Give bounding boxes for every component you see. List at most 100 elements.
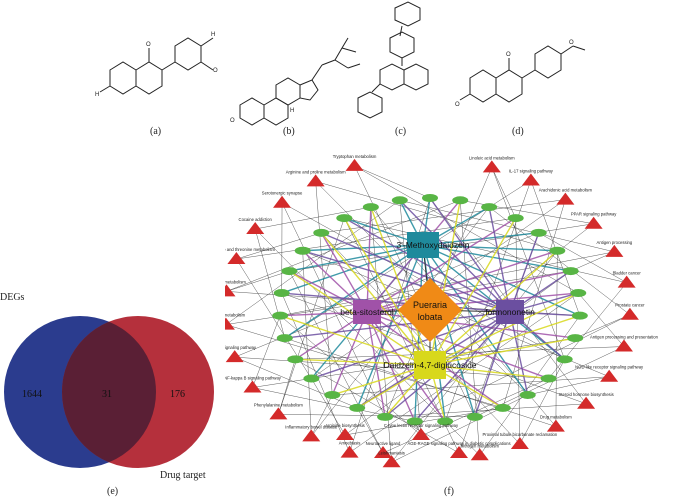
pathway-node <box>556 192 575 205</box>
pathway-gene-edge <box>295 346 624 360</box>
pathway-gene-edge <box>382 378 549 454</box>
gene-node <box>324 390 341 399</box>
pathway-gene-edge <box>281 202 565 360</box>
pathway-gene-edge <box>255 228 446 422</box>
gene-node <box>272 311 289 320</box>
venn-intersection-count: 31 <box>102 389 112 400</box>
compound-gene-edge <box>429 315 581 366</box>
compound-gene-edge <box>302 244 424 252</box>
pathway-node <box>600 369 619 382</box>
compound-gene-edge <box>279 315 431 366</box>
compound-gene-edge <box>366 311 416 422</box>
compound-gene-edge <box>422 244 529 396</box>
pathway-gene-edge <box>527 376 610 396</box>
compound-gene-edge <box>429 200 461 366</box>
pathway-gene-edge <box>281 292 587 404</box>
atom-label: O <box>455 102 460 108</box>
gene-node <box>530 228 547 237</box>
beta-sitosterol-label: beta-sitosterol <box>340 307 393 317</box>
compound-gene-edge <box>509 232 540 313</box>
gene-node <box>466 412 483 421</box>
pathway-gene-edge <box>315 181 558 251</box>
pathway-label: Neuroactive ligand <box>366 441 401 446</box>
pathway-label: Amoebiasis <box>339 441 361 446</box>
gene-node <box>362 203 379 212</box>
pathway-label: C-type lectin receptor signaling pathway <box>384 423 459 428</box>
daidzein-diglucoside-node <box>414 351 446 379</box>
structure-d: O O O <box>455 40 586 108</box>
pathway-gene-edge <box>354 165 431 199</box>
pathway-node <box>340 445 359 458</box>
pathway-label: Proximal tubule bicarbonate reclamation <box>483 432 558 437</box>
structure-b: O H <box>230 37 361 126</box>
pathway-label: NOD-like receptor signaling pathway <box>575 365 644 370</box>
gene-node <box>294 246 311 255</box>
formononetin-label: formononetin <box>485 307 535 317</box>
pathway-label: Phenylalanine metabolism <box>254 402 303 407</box>
pathway-label: Antigen processing <box>597 240 633 245</box>
pathway-gene-edge <box>491 167 516 219</box>
gene-node <box>567 334 584 343</box>
gene-node <box>540 374 557 383</box>
pathway-label: Arachidonic acid metabolism <box>539 188 593 193</box>
pathway-gene-edge <box>445 421 480 456</box>
pathway-label: Linoleic acid metabolism <box>469 155 515 160</box>
pathway-node <box>336 428 354 440</box>
gene-node <box>287 355 304 364</box>
gene-node <box>556 355 573 364</box>
panel-label-e: (e) <box>107 486 119 497</box>
methoxydaidzein-label: 3'-Methoxydaidzein <box>397 240 470 250</box>
beta-sitosterol-node <box>353 300 381 324</box>
compound-gene-edge <box>284 244 424 339</box>
compound-gene-edge <box>509 311 529 396</box>
network-diagram: Tryptophan metabolism Arginine and prolin… <box>225 154 659 468</box>
pathway-gene-edge <box>354 165 579 294</box>
pathway-label: NF-kappa B signaling pathway <box>225 376 282 381</box>
pathway-label: Cocaine addiction <box>239 217 273 222</box>
network-nodes <box>225 158 639 468</box>
compound-gene-edge <box>332 364 431 396</box>
atom-label: O <box>213 68 218 74</box>
pathway-label: PPAR signaling pathway <box>571 212 617 217</box>
pathway-label: Antigen processing and presentation <box>590 335 659 340</box>
pathway-label: Steroid hormone biosynthesis <box>559 392 614 397</box>
gene-node <box>562 267 579 276</box>
pathway-gene-edge <box>519 359 565 445</box>
gene-node <box>391 196 408 205</box>
pathway-gene-edge <box>311 394 333 437</box>
pathway-gene-edge <box>226 270 290 292</box>
pathway-node <box>614 339 633 352</box>
compound-gene-edge <box>366 311 446 422</box>
pathway-gene-edge <box>385 403 587 418</box>
venn-right-count: 176 <box>170 389 185 400</box>
compound-gene-edge <box>366 250 558 313</box>
pathway-gene-edge <box>234 356 358 409</box>
pathway-gene-edge <box>278 414 475 418</box>
atom-label: O <box>230 118 235 124</box>
pueraria-node <box>398 278 462 342</box>
atom-label: H <box>95 92 99 98</box>
pathway-gene-edge <box>289 271 384 454</box>
compound-gene-edge <box>429 197 511 313</box>
pathway-gene-edge <box>236 232 322 260</box>
pathway-node <box>302 429 321 442</box>
pathway-node <box>243 380 262 393</box>
pathway-label: Prostate cancer <box>615 303 645 308</box>
pathway-label: AGE-RAGE signaling pathway in diabetic c… <box>407 441 510 446</box>
gene-node <box>494 403 511 412</box>
pathway-node <box>345 158 364 171</box>
gene-node <box>336 214 353 223</box>
gene-node <box>519 390 536 399</box>
pathway-node <box>617 275 636 288</box>
venn-left-label: DEGs <box>0 292 25 303</box>
gene-node <box>303 374 320 383</box>
pathway-gene-edge <box>538 232 627 283</box>
pathway-gene-edge <box>344 217 627 283</box>
pathway-node <box>374 446 392 458</box>
gene-node <box>406 417 423 426</box>
compound-gene-edge <box>429 250 558 366</box>
pathway-node <box>470 448 489 461</box>
venn-diagram: 1644 31 176 <box>4 316 214 468</box>
pathway-gene-edge <box>311 206 490 437</box>
compound-gene-edge <box>384 311 511 418</box>
